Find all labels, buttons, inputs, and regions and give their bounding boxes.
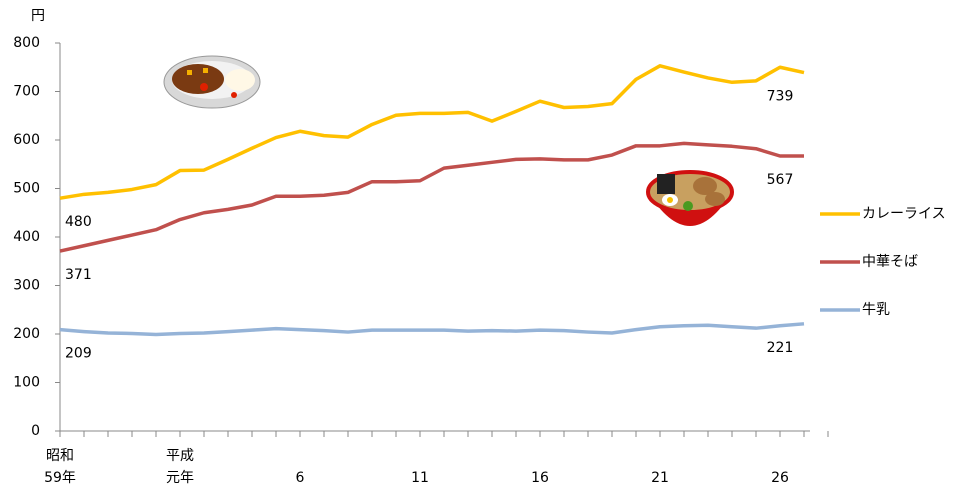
x-tick-label: 16 [531, 470, 549, 486]
curry-illustration [164, 56, 260, 108]
y-tick-label: 200 [13, 326, 40, 342]
x-tick-label: 21 [651, 470, 669, 486]
y-tick-label: 800 [13, 35, 40, 51]
y-axis-unit: 円 [31, 8, 45, 24]
y-tick-label: 400 [13, 229, 40, 245]
y-tick-label: 600 [13, 132, 40, 148]
y-tick-label: 0 [31, 423, 40, 439]
y-tick-label: 500 [13, 181, 40, 197]
legend-label: 中華そば [862, 254, 918, 270]
ramen-illustration [648, 172, 732, 226]
data-label: 221 [767, 340, 794, 356]
legend-label: カレーライス [862, 206, 946, 222]
x-tick-label: 26 [771, 470, 789, 486]
data-label: 480 [65, 214, 92, 230]
data-label: 371 [65, 267, 92, 283]
legend-label: 牛乳 [862, 302, 890, 318]
x-tick-label: 平成元年 [166, 448, 194, 486]
x-tick-label: 11 [411, 470, 429, 486]
y-tick-label: 100 [13, 375, 40, 391]
x-tick-label: 6 [296, 470, 305, 486]
y-tick-label: 700 [13, 84, 40, 100]
data-label: 567 [767, 172, 794, 188]
chart: 円 0 100 200 300 400 500 600 700 800 昭和59年 平成元年 6 11 1… [0, 0, 959, 488]
y-tick-label: 300 [13, 278, 40, 294]
series-line [60, 324, 804, 335]
data-label: 739 [767, 89, 794, 105]
data-label: 209 [65, 346, 92, 362]
